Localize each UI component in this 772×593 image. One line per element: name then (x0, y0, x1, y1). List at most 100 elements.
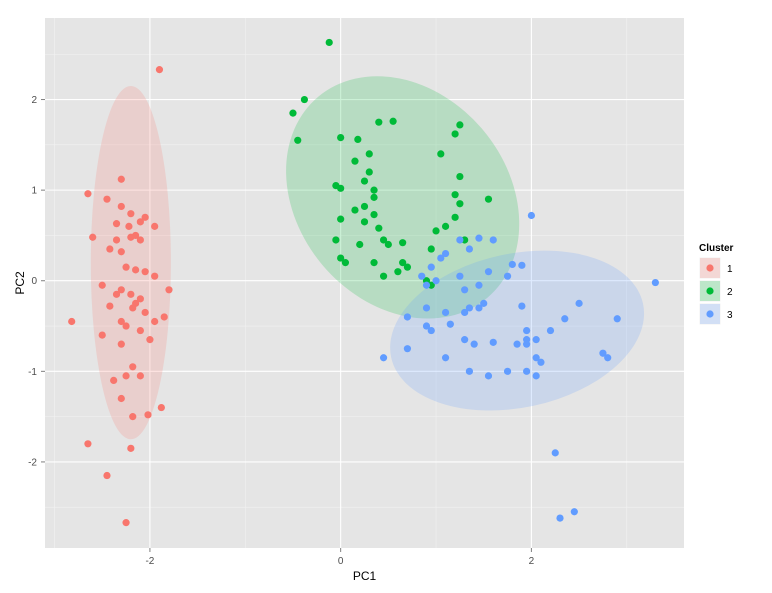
cluster-3-point (461, 308, 469, 317)
cluster-1-point (112, 290, 121, 298)
cluster-1-point (117, 248, 125, 256)
cluster-3-point (532, 372, 540, 380)
y-tick-label: -2 (28, 457, 37, 468)
cluster-1-ellipse (90, 85, 171, 440)
cluster-2-point (356, 240, 364, 249)
cluster-1-point (127, 290, 135, 298)
cluster-2-point (354, 135, 362, 144)
cluster-2-point (399, 259, 407, 267)
cluster-1-point (160, 313, 168, 321)
cluster-1-point (122, 322, 130, 330)
cluster-1-point (122, 263, 130, 271)
cluster-3-point (418, 272, 426, 280)
cluster-3-point (422, 281, 431, 289)
cluster-3-point (523, 367, 531, 375)
cluster-2-point (384, 240, 392, 249)
cluster-1-point (68, 317, 76, 326)
cluster-1-point (136, 326, 144, 335)
cluster-3-point (599, 349, 607, 357)
cluster-1-point (112, 220, 121, 228)
x-tick-label: 0 (338, 556, 344, 567)
cluster-3-point (532, 336, 540, 344)
y-tick-label: 0 (31, 276, 37, 287)
cluster-2-point (370, 210, 378, 219)
cluster-3-point (503, 367, 512, 375)
x-tick-label: -2 (145, 556, 154, 567)
cluster-2-point (337, 184, 345, 192)
cluster-2-point (351, 157, 359, 165)
cluster-ellipses (90, 76, 645, 440)
cluster-1-point (151, 222, 159, 230)
cluster-2-point (351, 206, 359, 214)
y-tick-label: 2 (31, 95, 37, 106)
cluster-3-point (651, 278, 659, 287)
cluster-3-point (489, 236, 497, 244)
cluster-3-point (441, 249, 450, 258)
legend: Cluster 1 2 3 (698, 243, 734, 326)
cluster-1-point (110, 376, 118, 384)
cluster-3-point (403, 313, 412, 321)
cluster-1-point (127, 210, 135, 218)
cluster-3-point (604, 354, 612, 362)
cluster-2-point (437, 150, 445, 158)
cluster-3-point (532, 354, 540, 362)
cluster-3-point (422, 322, 431, 330)
cluster-1-point (125, 222, 133, 230)
cluster-1-point (84, 190, 92, 198)
cluster-3-ellipse (390, 250, 645, 411)
cluster-3-point (379, 354, 388, 362)
cluster-2-point (300, 95, 309, 104)
cluster-3-point (475, 281, 483, 289)
cluster-1-point (122, 372, 130, 380)
cluster-3-point (403, 345, 412, 353)
cluster-2-ellipse (286, 76, 520, 319)
y-axis-ticks: -2 -1 0 1 2 (28, 95, 45, 468)
cluster-3-point (437, 254, 445, 262)
cluster-1-point (129, 363, 137, 371)
cluster-2-point (451, 191, 459, 199)
cluster-2-point (427, 245, 435, 253)
legend-key-point (706, 264, 714, 272)
cluster-3-point (432, 277, 440, 285)
cluster-1-point (117, 286, 125, 294)
legend-key-point (706, 287, 714, 295)
cluster-2-point (337, 254, 345, 262)
cluster-3-point (575, 299, 583, 307)
cluster-2-point (341, 259, 350, 267)
cluster-2-point (370, 186, 378, 194)
cluster-3-point (523, 326, 531, 335)
cluster-2-point (379, 272, 388, 280)
cluster-1-point (151, 272, 159, 280)
cluster-2-point (456, 200, 464, 208)
cluster-3-point (570, 508, 578, 516)
cluster-2-point (325, 38, 333, 47)
cluster-1-point (136, 295, 144, 303)
cluster-1-point (106, 245, 114, 253)
cluster-2-point (289, 109, 297, 117)
cluster-1-point (117, 317, 125, 326)
cluster-2-point (365, 150, 373, 158)
cluster-2-point (332, 236, 340, 244)
cluster-3-point (446, 320, 454, 328)
cluster-3-point (456, 236, 464, 244)
legend-label-3: 3 (727, 310, 733, 321)
cluster-1-point (129, 304, 137, 312)
cluster-3-point (427, 326, 435, 335)
cluster-3-point (456, 272, 464, 280)
y-tick-label: 1 (31, 186, 37, 197)
cluster-2-point (370, 193, 378, 201)
legend-title: Cluster (699, 243, 734, 254)
cluster-1-point (132, 266, 140, 274)
grid-major (45, 18, 684, 548)
cluster-3-point (422, 304, 431, 312)
cluster-1-point (136, 236, 144, 244)
cluster-3-point (508, 260, 516, 269)
cluster-1-point (151, 317, 159, 326)
cluster-3-point (441, 308, 450, 317)
data-points (68, 38, 659, 527)
cluster-1-point (129, 413, 137, 421)
cluster-1-point (112, 236, 121, 244)
cluster-1-point (98, 281, 106, 289)
cluster-2-point (432, 227, 440, 235)
cluster-2-point (370, 259, 378, 267)
